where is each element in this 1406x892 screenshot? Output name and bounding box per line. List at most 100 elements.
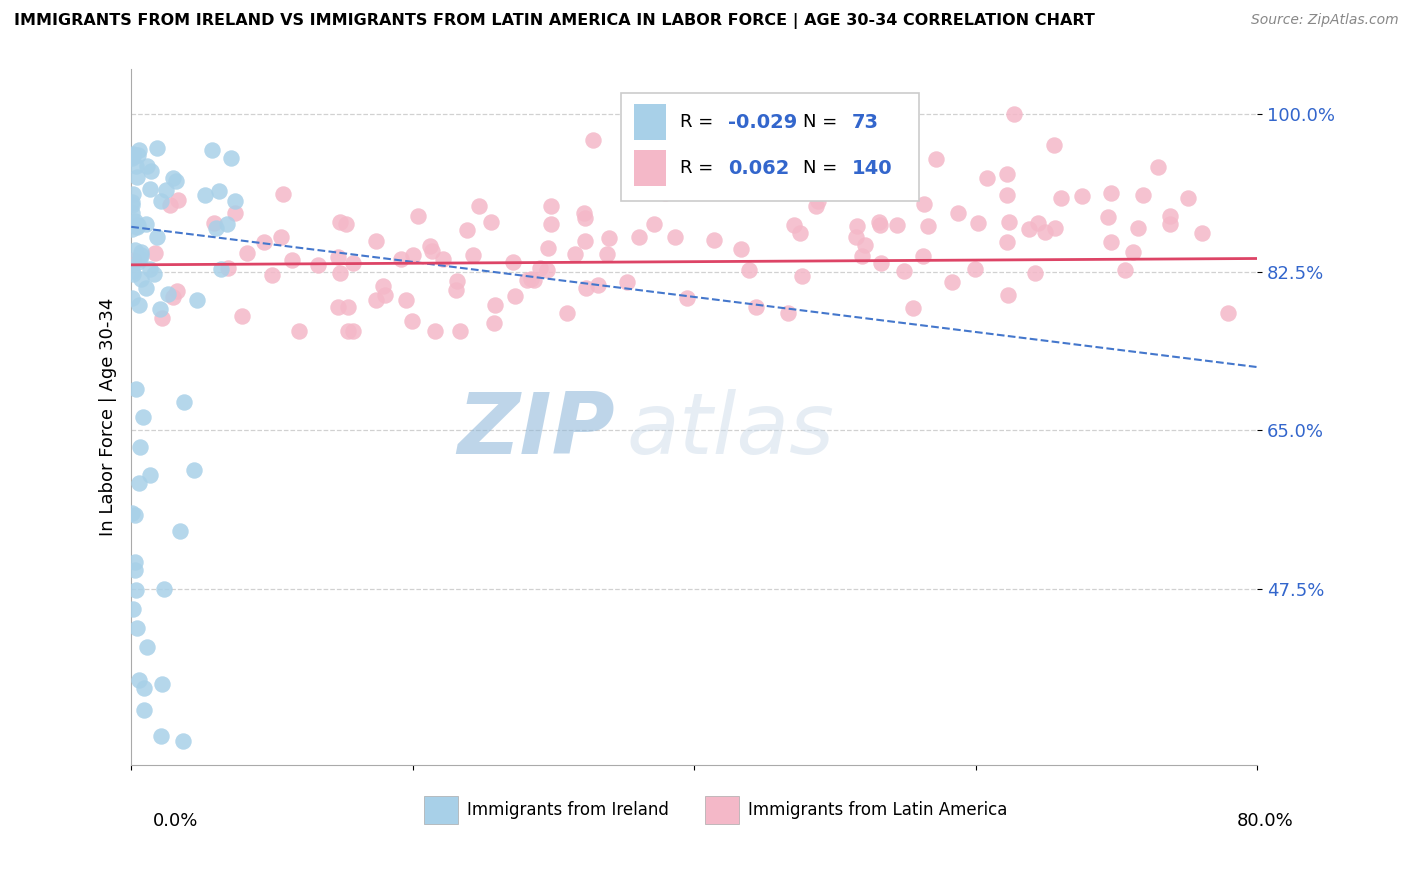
Point <box>998 215 1021 229</box>
Point <box>664 230 686 244</box>
Point <box>121 206 143 220</box>
Point <box>401 314 423 328</box>
Point <box>581 133 603 147</box>
Point <box>364 234 387 248</box>
Point <box>1024 266 1046 280</box>
Point <box>502 255 524 269</box>
Text: R =: R = <box>679 113 718 131</box>
Point <box>186 293 208 308</box>
Point <box>790 269 813 284</box>
Point <box>217 261 239 276</box>
Point <box>479 215 502 229</box>
Point <box>1043 137 1066 152</box>
Point <box>886 219 908 233</box>
Point <box>183 463 205 477</box>
Point <box>869 183 891 197</box>
Point <box>139 262 162 277</box>
Point <box>738 262 761 277</box>
Point <box>1147 160 1170 174</box>
Point <box>869 218 891 232</box>
Point <box>329 214 352 228</box>
Point <box>555 306 578 320</box>
Point <box>1128 220 1150 235</box>
Point <box>125 220 148 235</box>
Point <box>135 640 157 654</box>
Point <box>482 317 505 331</box>
Point <box>662 181 685 195</box>
Point <box>963 262 986 277</box>
Point <box>342 324 364 338</box>
Point <box>540 217 562 231</box>
Point <box>1028 216 1050 230</box>
Point <box>208 184 231 198</box>
Point <box>678 153 700 168</box>
Point <box>967 216 990 230</box>
Point <box>912 197 935 211</box>
Point <box>574 211 596 225</box>
Point <box>364 293 387 307</box>
Text: Source: ZipAtlas.com: Source: ZipAtlas.com <box>1251 13 1399 28</box>
Point <box>173 394 195 409</box>
Point <box>128 476 150 491</box>
Point <box>121 263 143 277</box>
Point <box>121 221 143 235</box>
Text: 80.0%: 80.0% <box>1237 812 1294 830</box>
Point <box>853 238 876 252</box>
Point <box>135 217 157 231</box>
Point <box>449 324 471 338</box>
Text: 140: 140 <box>852 159 893 178</box>
Point <box>446 274 468 288</box>
Point <box>155 183 177 197</box>
Point <box>880 178 903 192</box>
Point <box>588 278 610 293</box>
Point <box>948 205 970 219</box>
Point <box>536 241 558 255</box>
Point <box>128 673 150 687</box>
Point <box>335 217 357 231</box>
Point <box>143 245 166 260</box>
Point <box>132 681 155 695</box>
Point <box>406 209 429 223</box>
Point <box>221 152 243 166</box>
Point <box>149 302 172 317</box>
Point <box>845 230 868 244</box>
Point <box>125 159 148 173</box>
Point <box>519 271 541 285</box>
Point <box>1159 209 1181 223</box>
Point <box>1132 188 1154 202</box>
Point <box>336 324 359 338</box>
Point <box>851 249 873 263</box>
Point <box>129 245 152 260</box>
Point <box>806 199 828 213</box>
Point <box>132 410 155 425</box>
Point <box>1099 235 1122 250</box>
Point <box>270 229 292 244</box>
Point <box>995 188 1018 202</box>
Point <box>468 199 491 213</box>
Point <box>1035 225 1057 239</box>
Point <box>122 601 145 615</box>
Point <box>262 268 284 283</box>
Point <box>737 175 759 189</box>
Point <box>135 281 157 295</box>
Point <box>209 262 232 277</box>
Point <box>912 249 935 263</box>
Point <box>152 677 174 691</box>
Point <box>484 298 506 312</box>
Point <box>122 252 145 267</box>
Point <box>703 234 725 248</box>
Text: ZIP: ZIP <box>458 389 616 472</box>
Point <box>389 252 412 266</box>
Point <box>159 198 181 212</box>
Point <box>204 220 226 235</box>
Bar <box>634 150 666 186</box>
Point <box>288 324 311 338</box>
Point <box>870 256 893 270</box>
Point <box>125 382 148 396</box>
Point <box>616 276 638 290</box>
Point <box>540 199 562 213</box>
Point <box>127 169 149 184</box>
Y-axis label: In Labor Force | Age 30-34: In Labor Force | Age 30-34 <box>100 298 117 536</box>
Point <box>1002 107 1025 121</box>
Point <box>326 251 349 265</box>
